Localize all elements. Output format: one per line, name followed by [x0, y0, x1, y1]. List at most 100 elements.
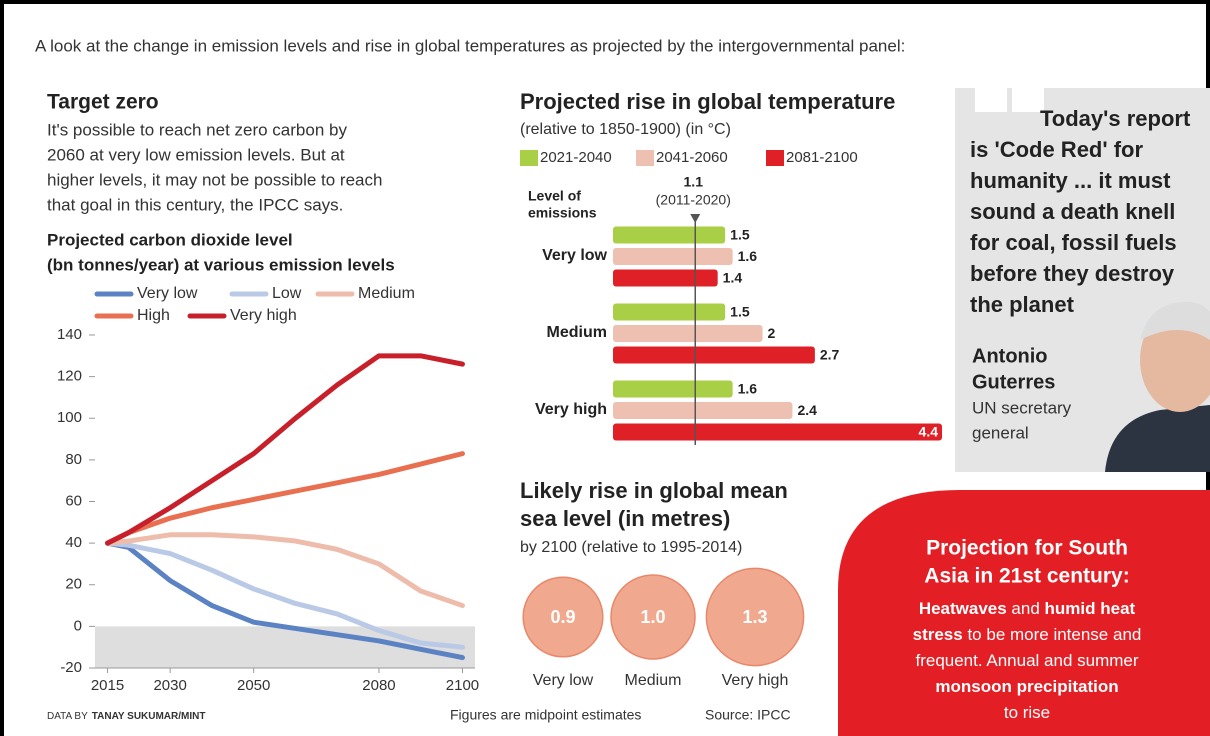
reference-value: 1.1: [684, 174, 704, 190]
quote-role: general: [972, 423, 1029, 442]
category-label: Very low: [542, 247, 607, 264]
legend-label: Low: [272, 285, 302, 302]
quote-line: before they destroy: [970, 261, 1175, 286]
y-tick-label: 100: [57, 409, 82, 426]
bar: [613, 347, 815, 364]
x-tick-label: 2050: [237, 677, 270, 694]
y-tick-label: 40: [65, 534, 82, 551]
legend-label: 2021-2040: [540, 149, 612, 166]
projection-segment: to rise: [1004, 703, 1050, 722]
legend-label: 2081-2100: [786, 149, 858, 166]
value-label: 1.5: [730, 227, 750, 243]
projection-segment: stress: [913, 625, 963, 644]
y-tick-label: 0: [74, 617, 82, 634]
y-tick-label: 120: [57, 368, 82, 385]
projection-line: stress to be more intense and: [913, 625, 1142, 644]
source: Source: IPCC: [705, 707, 791, 723]
bar: [613, 402, 792, 419]
bar: [613, 270, 718, 287]
value-label: 1.0: [640, 607, 665, 627]
chart-title: Projected rise in global temperature: [520, 89, 895, 114]
x-tick-label: 2100: [446, 677, 479, 694]
value-label: 2.4: [797, 402, 817, 418]
quote-line: Today's report: [1040, 106, 1191, 131]
bar: [613, 227, 725, 244]
y-tick-label: 60: [65, 492, 82, 509]
chart-subtitle: by 2100 (relative to 1995-2014): [520, 539, 742, 556]
axis-label: emissions: [528, 205, 597, 221]
quote-name: Guterres: [972, 371, 1055, 393]
credit: DATA BY TANAY SUKUMAR/MINT: [47, 711, 205, 722]
projection-segment: frequent. Annual and summer: [915, 651, 1138, 670]
projection-line: to rise: [1004, 703, 1050, 722]
bar: [613, 325, 763, 342]
y-tick-label: 20: [65, 576, 82, 593]
legend-label: Very high: [230, 307, 297, 324]
description: that goal in this century, the IPCC says…: [47, 195, 343, 214]
legend-swatch: [636, 150, 654, 166]
value-label: 1.6: [738, 381, 758, 397]
projection-segment: to be more intense and: [963, 625, 1142, 644]
quote-line: for coal, fossil fuels: [970, 230, 1177, 255]
bar: [613, 381, 733, 398]
projection-segment: Heatwaves: [919, 599, 1007, 618]
chart-title: Likely rise in global mean: [520, 478, 788, 503]
value-label: 1.3: [742, 607, 767, 627]
y-tick-label: 80: [65, 451, 82, 468]
value-label: 2.7: [820, 347, 840, 363]
legend-swatch: [766, 150, 784, 166]
projection-segment: monsoon precipitation: [935, 677, 1118, 696]
reference-label: (2011-2020): [656, 192, 731, 208]
category-label: Very low: [533, 672, 594, 689]
x-tick-label: 2015: [91, 677, 124, 694]
quote-name: Antonio: [972, 345, 1048, 367]
intro: A look at the change in emission levels …: [35, 36, 905, 55]
quote-line: sound a death knell: [970, 199, 1175, 224]
legend-label: Medium: [358, 285, 415, 302]
legend-label: High: [137, 307, 170, 324]
quote-line: is 'Code Red' for: [970, 137, 1143, 162]
footnote: Figures are midpoint estimates: [450, 707, 641, 723]
infographic: A look at the change in emission levels …: [0, 0, 1210, 736]
description: 2060 at very low emission levels. But at: [47, 145, 345, 164]
legend-label: Very low: [137, 285, 198, 302]
quote-role: UN secretary: [972, 398, 1072, 417]
projection-line: monsoon precipitation: [935, 677, 1118, 696]
projection-line: Heatwaves and humid heat: [919, 599, 1136, 618]
x-tick-label: 2030: [153, 677, 186, 694]
category-label: Medium: [625, 672, 682, 689]
legend-swatch: [520, 150, 538, 166]
chart-title: Target zero: [47, 91, 159, 114]
y-tick-label: 140: [57, 326, 82, 343]
bar: [613, 424, 942, 441]
projection-segment: humid heat: [1045, 599, 1136, 618]
chart-subtitle: (relative to 1850-1900) (in °C): [520, 121, 731, 138]
projection-title: Asia in 21st century:: [924, 565, 1129, 588]
value-label: 1.6: [738, 248, 758, 264]
quote-line: humanity ... it must: [970, 168, 1171, 193]
value-label: 4.4: [919, 424, 939, 440]
projection-line: frequent. Annual and summer: [915, 651, 1138, 670]
category-label: Medium: [547, 324, 607, 341]
value-label: 2: [768, 325, 776, 341]
projection-title: Projection for South: [926, 537, 1128, 560]
category-label: Very high: [535, 401, 607, 418]
y-tick-label: -20: [60, 659, 82, 676]
description: It's possible to reach net zero carbon b…: [47, 120, 347, 139]
quote-line: the planet: [970, 292, 1075, 317]
credit-prefix: DATA BY: [47, 711, 88, 722]
axis-label: Projected carbon dioxide level: [47, 230, 293, 249]
bar: [613, 304, 725, 321]
legend-label: 2041-2060: [656, 149, 728, 166]
axis-label: Level of: [528, 188, 581, 204]
category-label: Very high: [722, 672, 789, 689]
bar: [613, 248, 733, 265]
credit-name: TANAY SUKUMAR/MINT: [92, 711, 206, 722]
value-label: 1.4: [723, 270, 743, 286]
x-tick-label: 2080: [362, 677, 395, 694]
description: higher levels, it may not be possible to…: [47, 170, 382, 189]
projection-segment: and: [1007, 599, 1045, 618]
value-label: 0.9: [550, 607, 575, 627]
chart-title: sea level (in metres): [520, 506, 730, 531]
axis-label: (bn tonnes/year) at various emission lev…: [47, 255, 395, 274]
